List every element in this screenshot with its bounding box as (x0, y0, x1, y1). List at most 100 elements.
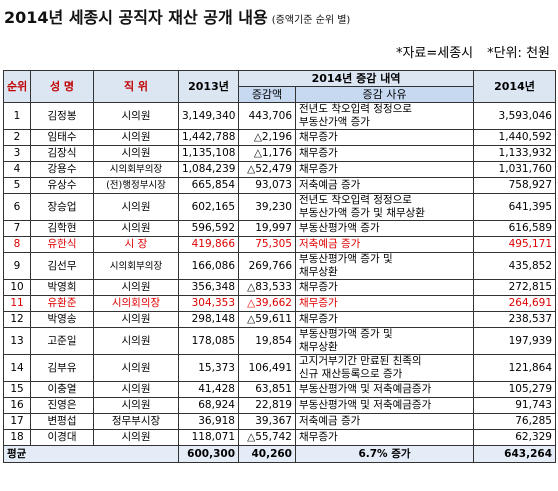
amount-2014-cell: 121,864 (473, 354, 556, 382)
title-text: 2014년 세종시 공직자 재산 공개 내용 (4, 8, 268, 27)
rank-cell: 3 (3, 145, 31, 162)
reason-cell: 전년도 착오입력 정정으로 부동산가액 증가 (295, 102, 474, 130)
position-cell: 시의원 (93, 129, 179, 146)
amount-2014-cell: 238,537 (473, 311, 556, 328)
reason-cell: 고지거부기간 만료된 친족의 신규 재산등록으로 증가 (295, 354, 474, 382)
amount-2014-cell: 105,279 (473, 381, 556, 398)
table-row: 16 진영은 시의원 68,924 22,819 부동산평가액 및 저축예금증가 91,74… (3, 397, 556, 414)
average-reason: 6.7% 증가 (295, 445, 474, 463)
header-cell: 증감액 (238, 86, 296, 103)
amount-2013-cell: 304,353 (178, 295, 239, 312)
table-row: 17 변평섭 정무부시장 36,918 39,367 저축예금 증가 76,285 (3, 413, 556, 430)
amount-2013-cell: 1,135,108 (178, 145, 239, 162)
amount-2013-cell: 68,924 (178, 397, 239, 414)
name-cell: 이경대 (30, 429, 94, 446)
amount-2013-cell: 298,148 (178, 311, 239, 328)
amount-2014-cell: 641,395 (473, 193, 556, 221)
reason-line: 채무증가 (299, 281, 338, 293)
reason-line: 부동산가액 증가 및 채무상환 (299, 207, 425, 219)
change-cell: 19,854 (238, 327, 296, 355)
amount-2014-cell: 76,285 (473, 413, 556, 430)
position-cell: (전)행정부시장 (93, 177, 179, 194)
name-cell: 김정봉 (30, 102, 94, 130)
title-note: (증액기준 순위 별) (271, 15, 351, 26)
amount-2014-cell: 264,691 (473, 295, 556, 312)
table-row: 8 유한식 시 장 419,866 75,305 저축예금 증가 495,171 (3, 236, 556, 253)
rank-cell: 8 (3, 236, 31, 253)
position-cell: 시의원 (93, 279, 179, 296)
rank-cell: 2 (3, 129, 31, 146)
amount-2013-cell: 41,428 (178, 381, 239, 398)
position-cell: 시의원 (93, 397, 179, 414)
reason-cell: 채무증가 (295, 295, 474, 312)
rank-cell: 1 (3, 102, 31, 130)
position-cell: 시의원 (93, 145, 179, 162)
amount-2013-cell: 356,348 (178, 279, 239, 296)
reason-cell: 저축예금 증가 (295, 413, 474, 430)
rank-cell: 5 (3, 177, 31, 194)
amount-2013-cell: 178,085 (178, 327, 239, 355)
change-cell: 22,819 (238, 397, 296, 414)
reason-cell: 부동산평가액 증가 및 채무상환 (295, 252, 474, 280)
header-cell: 직 위 (93, 70, 179, 103)
position-cell: 시의원 (93, 429, 179, 446)
rank-cell: 18 (3, 429, 31, 446)
amount-2013-cell: 665,854 (178, 177, 239, 194)
reason-cell: 부동산평가액 증가 (295, 220, 474, 237)
source: *자료=세종시 (395, 46, 474, 61)
amount-2013-cell: 1,442,788 (178, 129, 239, 146)
position-cell: 시의원 (93, 193, 179, 221)
reason-line: 부동산가액 증가 (299, 116, 370, 128)
change-cell: 269,766 (238, 252, 296, 280)
position-cell: 시 장 (93, 236, 179, 253)
amount-2014-cell: 1,440,592 (473, 129, 556, 146)
name-cell: 박영송 (30, 311, 94, 328)
change-cell: △55,742 (238, 429, 296, 446)
change-cell: △52,479 (238, 161, 296, 178)
header-cell: 2014년 (473, 70, 556, 103)
change-cell: △2,196 (238, 129, 296, 146)
reason-cell: 부동산평가액 증가 및 채무상환 (295, 327, 474, 355)
reason-cell: 저축예금 증가 (295, 236, 474, 253)
name-cell: 유상수 (30, 177, 94, 194)
position-cell: 시의원 (93, 354, 179, 382)
name-cell: 강용수 (30, 161, 94, 178)
amount-2014-cell: 616,589 (473, 220, 556, 237)
reason-line: 부동산평가액 증가 및 (299, 253, 393, 266)
name-cell: 유한식 (30, 236, 94, 253)
amount-2014-cell: 3,593,046 (473, 102, 556, 130)
rank-cell: 13 (3, 327, 31, 355)
name-cell: 김학현 (30, 220, 94, 237)
table-row: 9 김선무 시의회부의장 166,086 269,766 부동산평가액 증가 및 채무상환 4… (3, 252, 556, 280)
name-cell: 변평섭 (30, 413, 94, 430)
reason-line: 전년도 착오입력 정정으로 (299, 103, 412, 116)
name-cell: 유환준 (30, 295, 94, 312)
reason-line: 채무증가 (299, 313, 338, 325)
reason-cell: 채무증가 (295, 279, 474, 296)
rank-cell: 14 (3, 354, 31, 382)
change-cell: △59,611 (238, 311, 296, 328)
average-2014: 643,264 (473, 445, 556, 463)
table-row: 18 이경대 시의원 118,071 △55,742 채무증가 62,329 (3, 429, 556, 446)
position-cell: 시의원 (93, 311, 179, 328)
amount-2013-cell: 1,084,239 (178, 161, 239, 178)
amount-2014-cell: 495,171 (473, 236, 556, 253)
position-cell: 시의회의장 (93, 295, 179, 312)
table-row: 7 김학현 시의원 596,592 19,997 부동산평가액 증가 616,589 (3, 220, 556, 237)
amount-2013-cell: 596,592 (178, 220, 239, 237)
change-cell: △83,533 (238, 279, 296, 296)
rank-cell: 16 (3, 397, 31, 414)
table-row: 10 박영희 시의원 356,348 △83,533 채무증가 272,815 (3, 279, 556, 296)
change-cell: 75,305 (238, 236, 296, 253)
table-row: 11 유환준 시의회의장 304,353 △39,662 채무증가 264,691 (3, 295, 556, 312)
amount-2013-cell: 602,165 (178, 193, 239, 221)
reason-line: 저축예금 증가 (299, 238, 361, 250)
table-row: 1 김정봉 시의원 3,149,340 443,706 전년도 착오입력 정정으로 부동산가… (3, 102, 556, 130)
source-info: *자료=세종시 *단위: 천원 (382, 42, 550, 61)
header-cell: 증감 사유 (295, 86, 474, 103)
change-cell: △39,662 (238, 295, 296, 312)
position-cell: 시의회부의장 (93, 252, 179, 280)
amount-2014-cell: 62,329 (473, 429, 556, 446)
reason-cell: 채무증가 (295, 429, 474, 446)
